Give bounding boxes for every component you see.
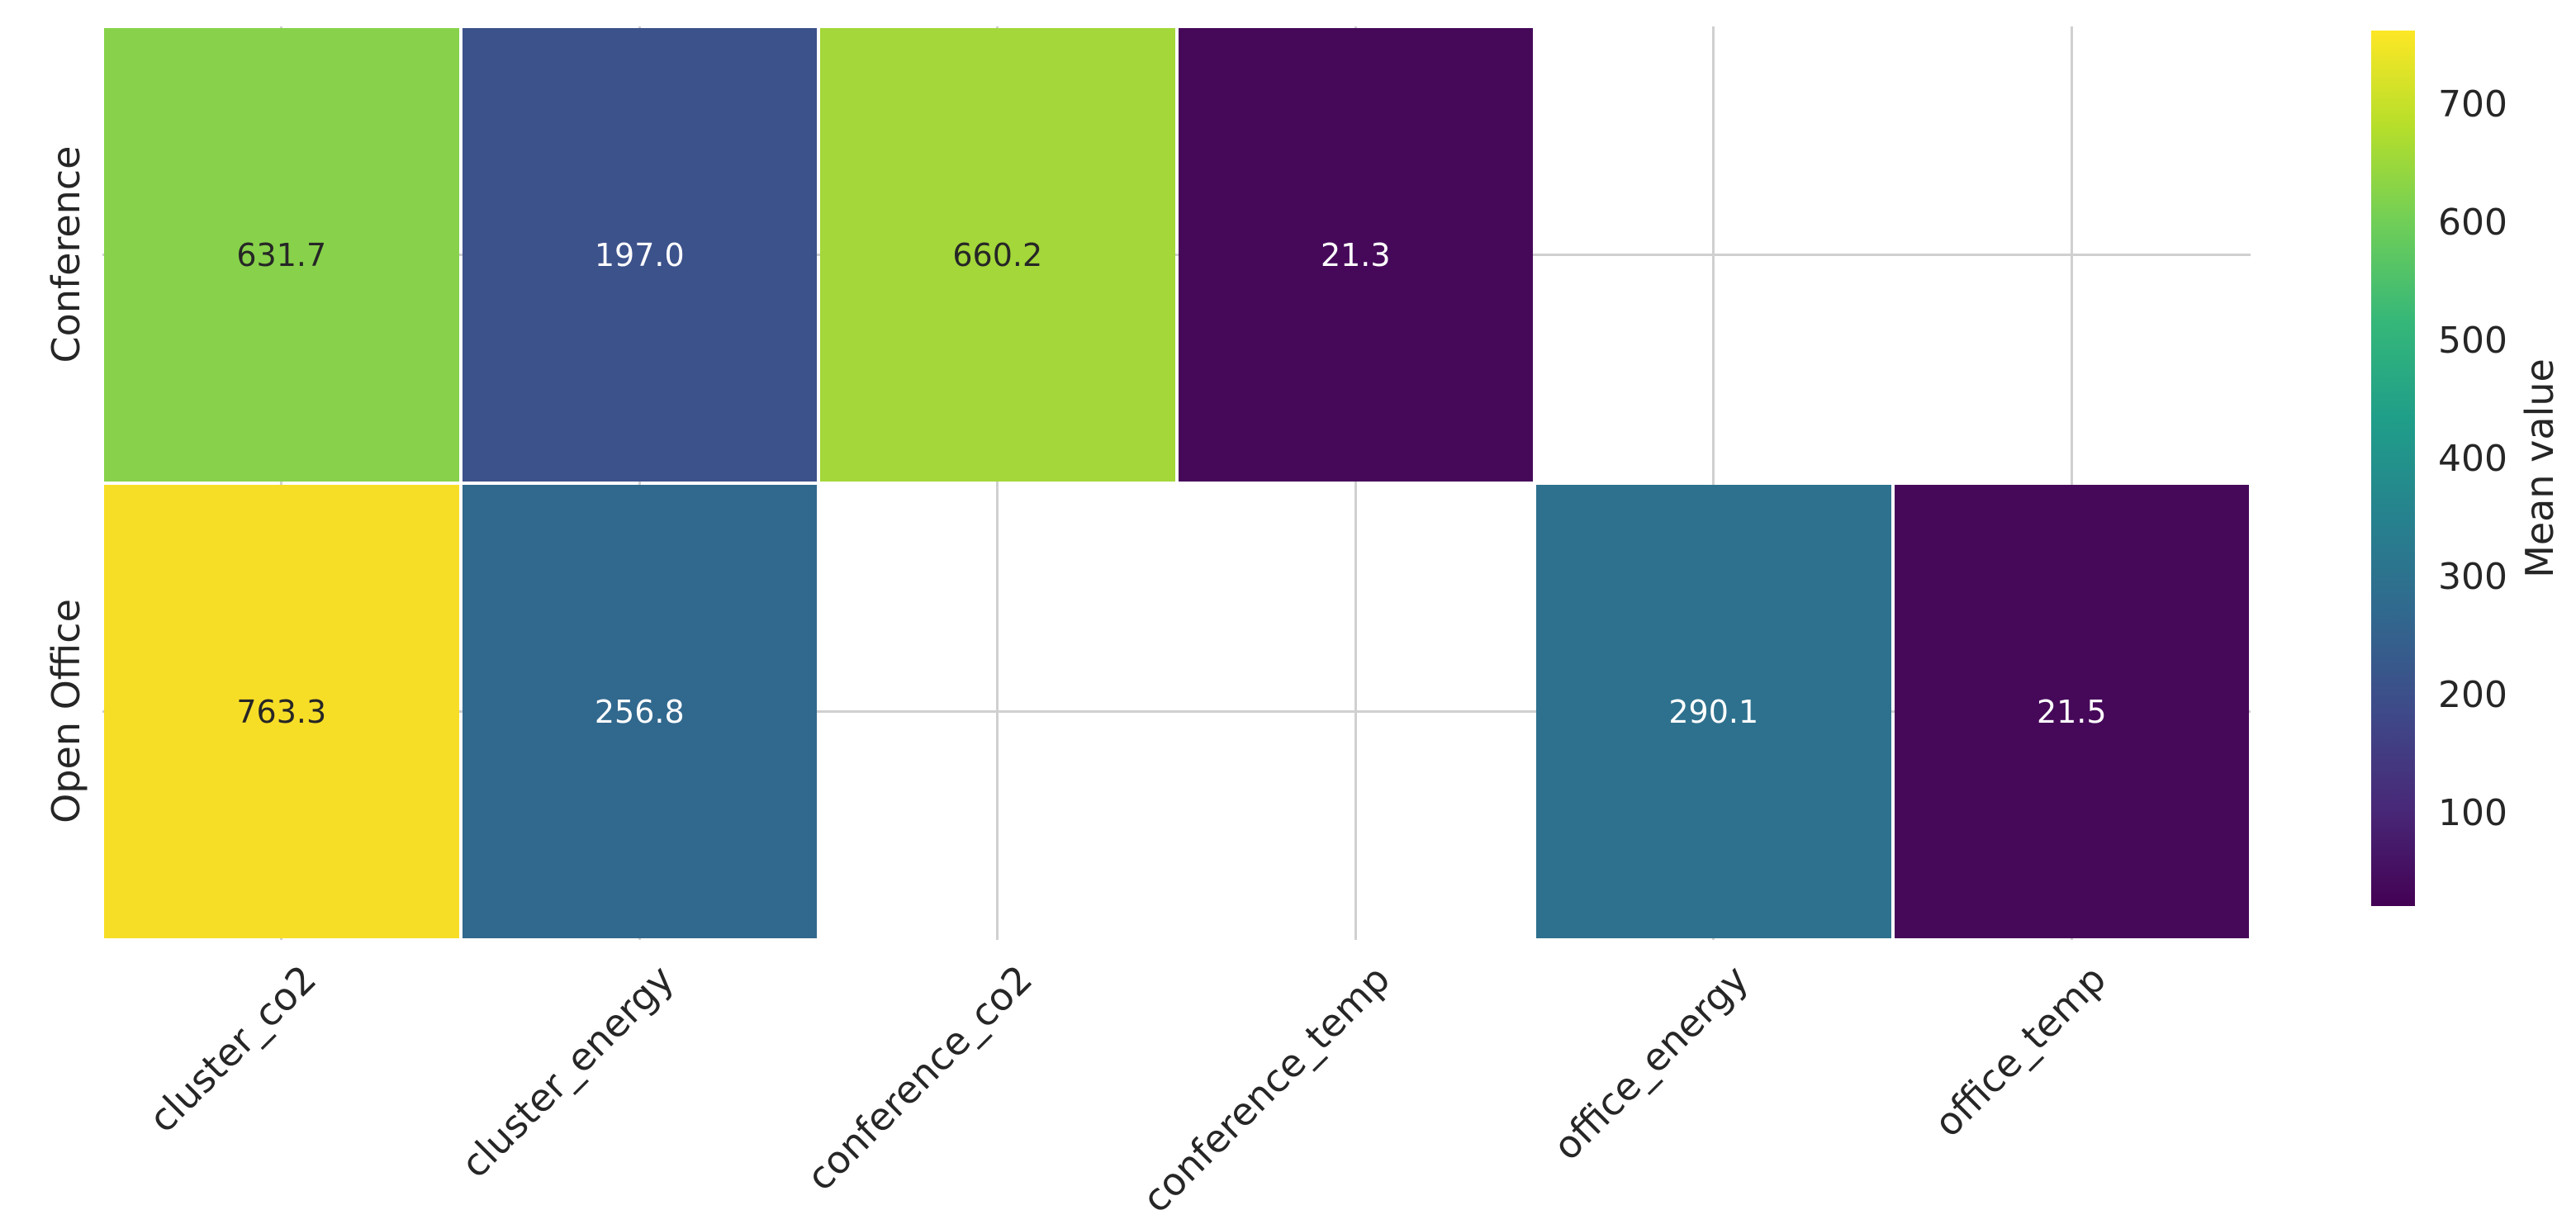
x-tick-label: conference_temp: [1133, 956, 1399, 1210]
colorbar-tick-label: 400: [2438, 438, 2507, 480]
cell-value: 21.5: [2036, 693, 2107, 730]
x-tick-label: cluster_energy: [453, 956, 683, 1187]
colorbar-tick-label: 300: [2438, 555, 2507, 598]
heatmap-cell: 763.3: [104, 485, 459, 938]
x-tick-label: cluster_co2: [140, 956, 325, 1141]
vertical-gridline: [1354, 26, 1357, 940]
cell-value: 197.0: [594, 236, 685, 273]
x-tick-label: conference_co2: [798, 956, 1041, 1199]
colorbar-tick-label: 100: [2438, 791, 2507, 834]
horizontal-gridline: [102, 254, 2251, 256]
vertical-gridline: [638, 26, 641, 940]
colorbar-gradient: [2371, 31, 2415, 906]
colorbar-tick-label: 500: [2438, 320, 2507, 363]
heatmap-cell: 290.1: [1536, 485, 1891, 938]
colorbar-tick-label: 700: [2438, 83, 2507, 126]
cell-value: 660.2: [952, 236, 1043, 273]
cell-value: 290.1: [1668, 693, 1759, 730]
vertical-gridline: [2070, 26, 2073, 940]
y-tick-label-conference: Conference: [44, 145, 88, 363]
vertical-gridline: [280, 26, 283, 940]
horizontal-gridline: [102, 710, 2251, 713]
colorbar-tick-label: 600: [2438, 202, 2507, 244]
heatmap-cell: 660.2: [820, 28, 1175, 482]
colorbar-axis-label: Mean value: [2517, 358, 2562, 578]
cell-value: 21.3: [1320, 236, 1391, 273]
vertical-gridline: [1712, 26, 1715, 940]
heatmap-cell: 21.3: [1178, 28, 1533, 482]
heatmap-cell: 631.7: [104, 28, 459, 482]
heatmap-cell: 197.0: [462, 28, 817, 482]
cell-value: 763.3: [236, 693, 327, 730]
vertical-gridline: [996, 26, 999, 940]
heatmap-cell: 21.5: [1894, 485, 2249, 938]
cell-value: 631.7: [236, 236, 327, 273]
cell-value: 256.8: [594, 693, 685, 730]
x-tick-label: office_temp: [1925, 956, 2115, 1146]
y-tick-label-open-office: Open Office: [44, 599, 88, 823]
x-tick-label: office_energy: [1544, 956, 1757, 1170]
heatmap-cell: 256.8: [462, 485, 817, 938]
colorbar-tick-label: 200: [2438, 673, 2507, 716]
